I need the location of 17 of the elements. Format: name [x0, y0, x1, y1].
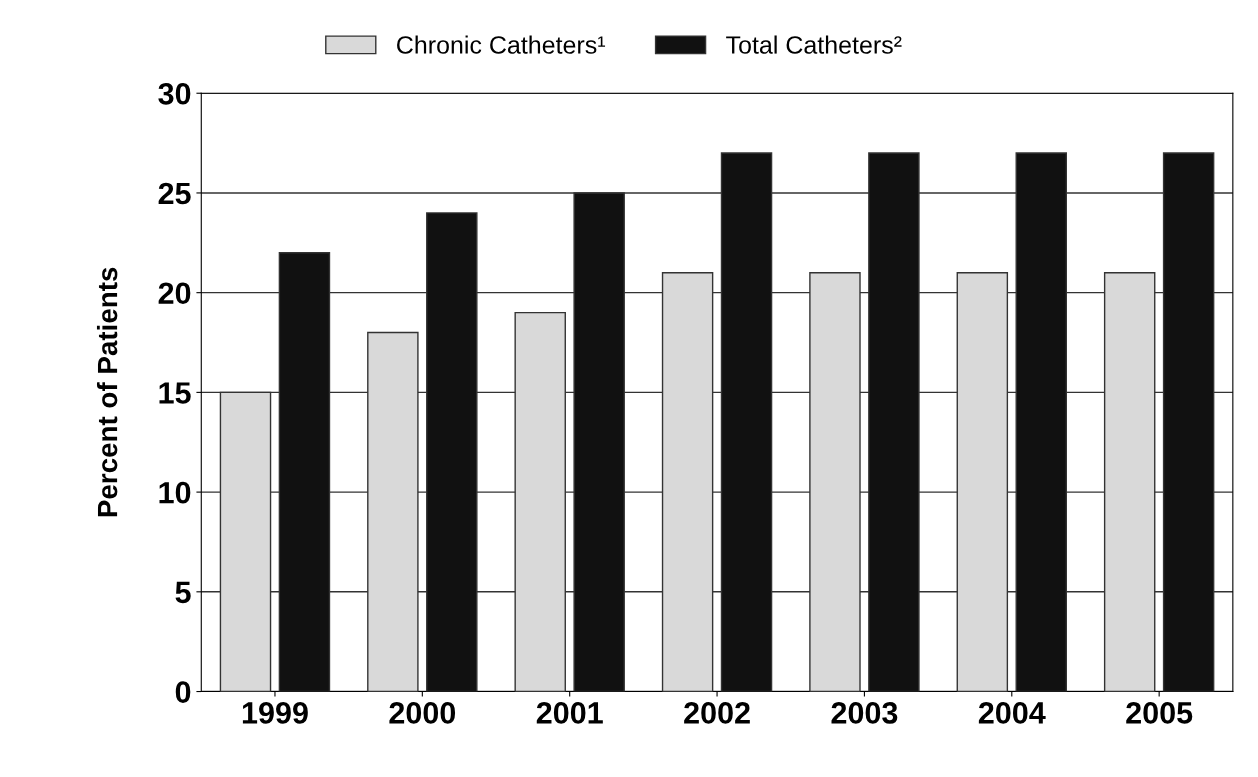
x-tick-label: 2004	[978, 702, 1046, 724]
x-tick-label: 2002	[684, 702, 750, 724]
y-tick-label: 5	[175, 581, 191, 604]
x-tick-label: 1999	[242, 702, 308, 724]
y-tick-label: 25	[158, 182, 191, 205]
y-tick-label: 15	[159, 382, 191, 404]
legend-label: Total Catheters²	[726, 35, 902, 54]
y-tick-label: 0	[175, 681, 191, 703]
x-tick-label: 2001	[536, 702, 603, 724]
y-tick-label: 30	[158, 82, 191, 105]
y-tick-label: 20	[158, 282, 191, 305]
y-axis-title: Percent of Patients	[96, 267, 118, 517]
x-tick-label: 2003	[831, 702, 898, 724]
y-tick-label: 10	[159, 481, 191, 504]
x-tick-label: 2000	[389, 702, 456, 724]
x-tick-label: 2005	[1126, 702, 1193, 724]
legend-label: Chronic Catheters¹	[397, 35, 606, 54]
